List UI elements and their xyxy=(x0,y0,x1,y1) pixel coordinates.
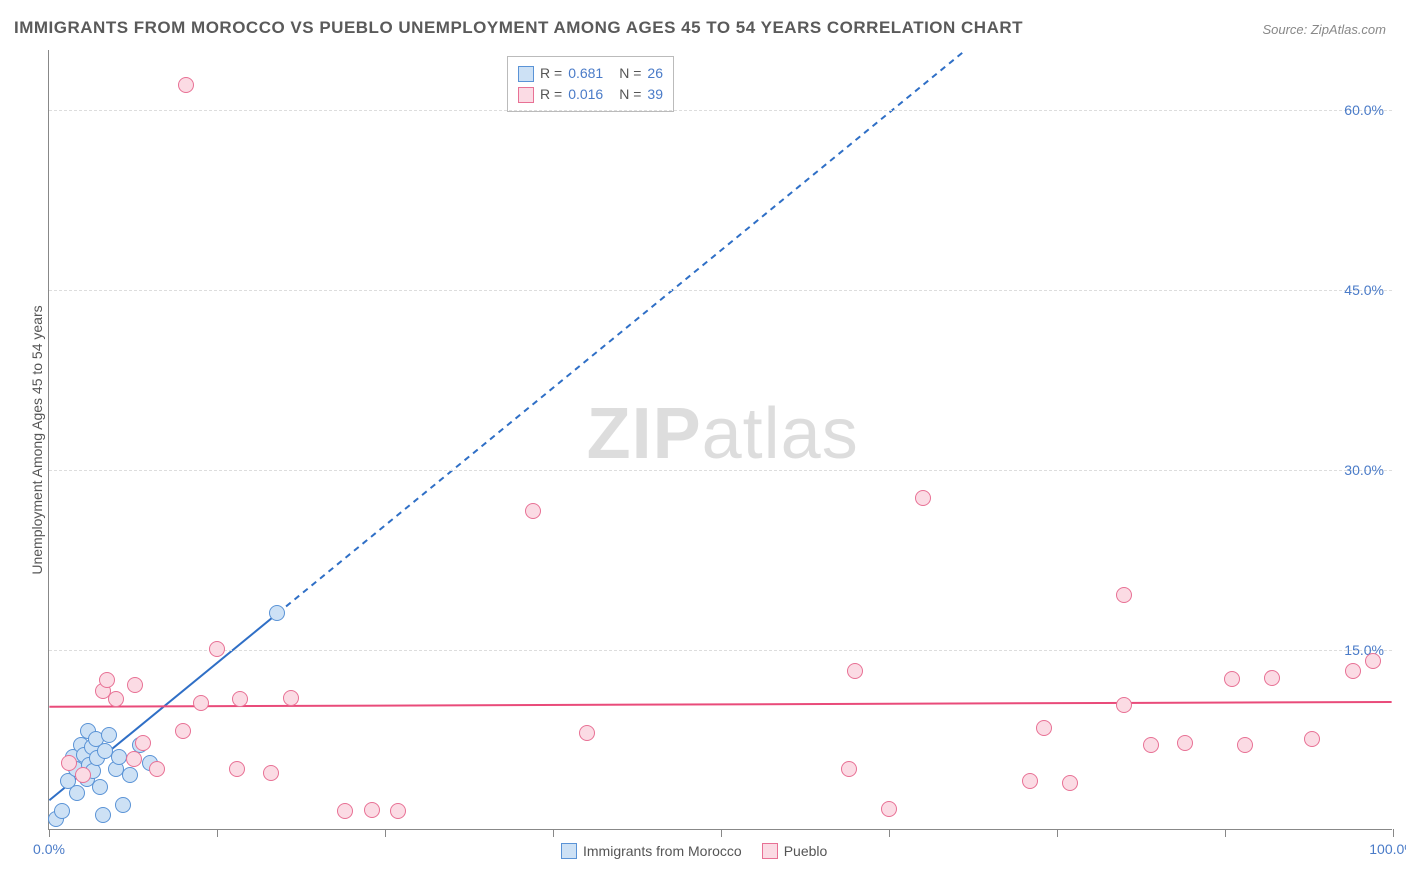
x-tick xyxy=(385,829,386,837)
data-point xyxy=(1365,653,1381,669)
data-point xyxy=(1304,731,1320,747)
data-point xyxy=(579,725,595,741)
x-tick xyxy=(889,829,890,837)
data-point xyxy=(175,723,191,739)
data-point xyxy=(1143,737,1159,753)
data-point xyxy=(111,749,127,765)
data-point xyxy=(337,803,353,819)
data-point xyxy=(1224,671,1240,687)
data-point xyxy=(525,503,541,519)
data-point xyxy=(1022,773,1038,789)
legend-correlation-row: R = 0.681 N = 26 xyxy=(518,63,663,84)
data-point xyxy=(178,77,194,93)
data-point xyxy=(127,677,143,693)
data-point xyxy=(283,690,299,706)
data-point xyxy=(61,755,77,771)
x-tick-label: 0.0% xyxy=(33,841,65,857)
legend-correlation-box: R = 0.681 N = 26 R = 0.016 N = 39 xyxy=(507,56,674,112)
data-point xyxy=(135,735,151,751)
data-point xyxy=(99,672,115,688)
legend-n-label: N = xyxy=(619,63,641,84)
x-tick xyxy=(1225,829,1226,837)
data-point xyxy=(263,765,279,781)
data-point xyxy=(95,807,111,823)
data-point xyxy=(1116,697,1132,713)
data-point xyxy=(69,785,85,801)
legend-swatch xyxy=(518,66,534,82)
legend-series-name: Pueblo xyxy=(784,843,828,859)
legend-swatch xyxy=(561,843,577,859)
legend-series: Immigrants from Morocco Pueblo xyxy=(561,843,827,859)
legend-n-value: 26 xyxy=(647,63,663,84)
data-point xyxy=(1062,775,1078,791)
data-point xyxy=(115,797,131,813)
data-point xyxy=(915,490,931,506)
x-tick xyxy=(553,829,554,837)
y-tick-label: 45.0% xyxy=(1324,282,1384,298)
y-tick-label: 60.0% xyxy=(1324,102,1384,118)
legend-item: Immigrants from Morocco xyxy=(561,843,742,859)
gridline xyxy=(49,110,1392,111)
data-point xyxy=(269,605,285,621)
data-point xyxy=(881,801,897,817)
data-point xyxy=(193,695,209,711)
y-tick-label: 30.0% xyxy=(1324,462,1384,478)
legend-r-label: R = xyxy=(540,84,562,105)
data-point xyxy=(1036,720,1052,736)
legend-item: Pueblo xyxy=(762,843,828,859)
gridline xyxy=(49,290,1392,291)
data-point xyxy=(841,761,857,777)
x-tick xyxy=(1057,829,1058,837)
data-point xyxy=(54,803,70,819)
legend-swatch xyxy=(762,843,778,859)
x-tick xyxy=(49,829,50,837)
data-point xyxy=(209,641,225,657)
data-point xyxy=(232,691,248,707)
legend-n-value: 39 xyxy=(647,84,663,105)
data-point xyxy=(1177,735,1193,751)
data-point xyxy=(149,761,165,777)
legend-r-value: 0.016 xyxy=(568,84,603,105)
data-point xyxy=(92,779,108,795)
data-point xyxy=(390,803,406,819)
source-label: Source: xyxy=(1262,22,1310,37)
legend-swatch xyxy=(518,87,534,103)
source-attribution: Source: ZipAtlas.com xyxy=(1262,22,1386,37)
data-point xyxy=(1237,737,1253,753)
x-tick xyxy=(721,829,722,837)
data-point xyxy=(122,767,138,783)
legend-correlation-row: R = 0.016 N = 39 xyxy=(518,84,663,105)
chart-title: IMMIGRANTS FROM MOROCCO VS PUEBLO UNEMPL… xyxy=(14,18,1023,38)
x-tick xyxy=(217,829,218,837)
legend-r-label: R = xyxy=(540,63,562,84)
legend-series-name: Immigrants from Morocco xyxy=(583,843,742,859)
data-point xyxy=(229,761,245,777)
data-point xyxy=(101,727,117,743)
y-axis-label: Unemployment Among Ages 45 to 54 years xyxy=(29,305,45,574)
data-point xyxy=(1345,663,1361,679)
data-point xyxy=(1116,587,1132,603)
legend-n-label: N = xyxy=(619,84,641,105)
source-value: ZipAtlas.com xyxy=(1311,22,1386,37)
correlation-chart: IMMIGRANTS FROM MOROCCO VS PUEBLO UNEMPL… xyxy=(0,0,1406,892)
legend-r-value: 0.681 xyxy=(568,63,603,84)
data-point xyxy=(75,767,91,783)
data-point xyxy=(847,663,863,679)
x-tick-label: 100.0% xyxy=(1369,841,1406,857)
plot-area: Unemployment Among Ages 45 to 54 years Z… xyxy=(48,50,1392,830)
x-tick xyxy=(1393,829,1394,837)
data-point xyxy=(126,751,142,767)
trend-lines xyxy=(49,50,1392,829)
gridline xyxy=(49,650,1392,651)
data-point xyxy=(108,691,124,707)
data-point xyxy=(364,802,380,818)
gridline xyxy=(49,470,1392,471)
data-point xyxy=(1264,670,1280,686)
